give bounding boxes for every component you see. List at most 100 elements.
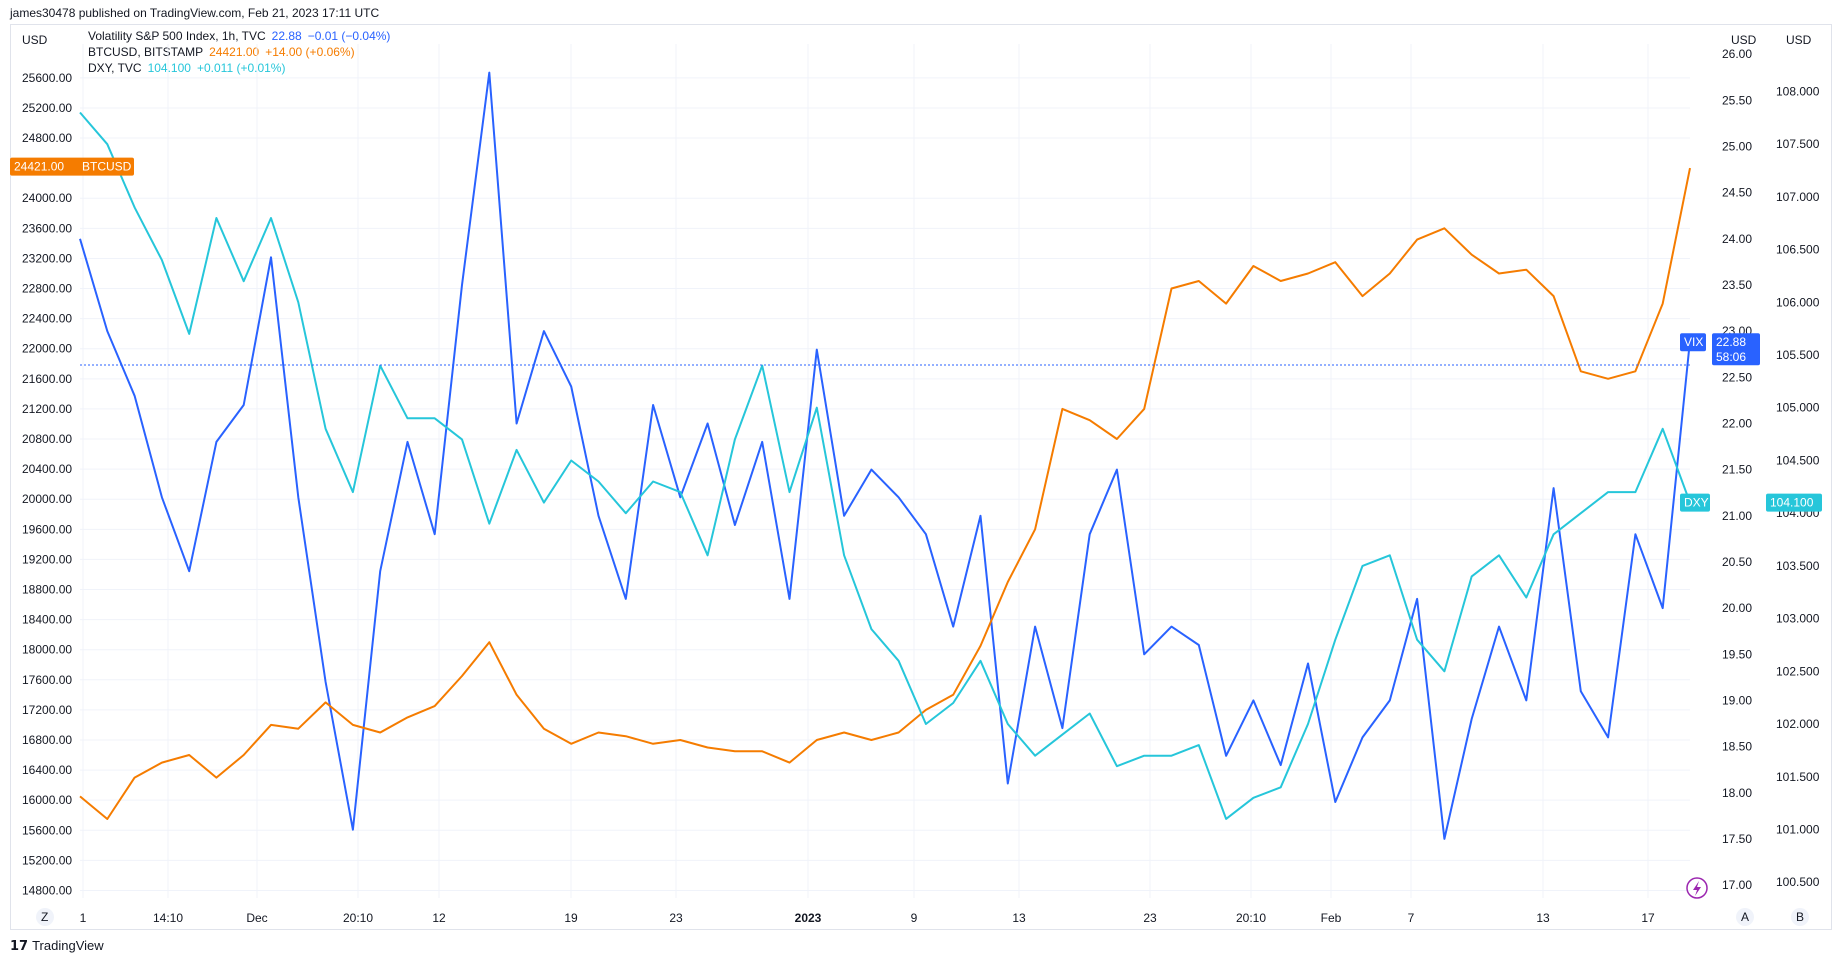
left-tick-label: 17600.00 <box>22 673 72 687</box>
left-tick-label: 18800.00 <box>22 583 72 597</box>
vix-tick-label: 25.00 <box>1722 139 1752 153</box>
left-tick-label: 19200.00 <box>22 552 72 566</box>
dxy-tag-pill[interactable] <box>1680 493 1710 512</box>
dxy-tick-label: 103.000 <box>1776 612 1820 626</box>
dxy-tick-label: 107.000 <box>1776 190 1820 204</box>
legend-btc[interactable]: BTCUSD, BITSTAMP 24421.00 +14.00 (+0.06%) <box>88 45 361 59</box>
left-price-axis: 25600.00 25200.00 24800.00 24000.00 23600.00… <box>22 71 72 898</box>
legend-vix-change: −0.01 (−0.04%) <box>307 29 391 43</box>
time-tick-label: 7 <box>1408 911 1415 925</box>
vix-tick-label: 19.50 <box>1722 647 1752 661</box>
legend-dxy-change: +0.011 (+0.01%) <box>196 61 286 75</box>
legend-dxy-name: DXY, TVC <box>88 61 142 75</box>
left-tick-label: 22400.00 <box>22 312 72 326</box>
btc-pill-value: 24421.00 <box>14 160 64 174</box>
dxy-tick-label: 101.000 <box>1776 822 1820 836</box>
vix-axis-unit: USD <box>1731 33 1757 47</box>
tradingview-logo[interactable]: 17 TradingView <box>10 938 104 954</box>
time-tick-label: 9 <box>911 911 918 925</box>
dxy-tick-label: 107.500 <box>1776 137 1820 151</box>
vix-tick-label: 20.50 <box>1722 555 1752 569</box>
dxy-tick-label: 104.500 <box>1776 453 1820 467</box>
dxy-tick-label: 103.500 <box>1776 559 1820 573</box>
time-tick-label: Dec <box>246 911 267 925</box>
dxy-axis-unit: USD <box>1786 33 1812 47</box>
dxy-tick-label: 102.000 <box>1776 717 1820 731</box>
chart-frame[interactable] <box>10 24 1832 930</box>
scale-button-label: B <box>1796 910 1804 924</box>
series-line-vix[interactable] <box>79 71 1691 840</box>
left-tick-label: 15600.00 <box>22 823 72 837</box>
left-tick-label: 21600.00 <box>22 372 72 386</box>
left-tick-label: 16000.00 <box>22 793 72 807</box>
left-tick-label: 21200.00 <box>22 402 72 416</box>
left-tick-label: 24800.00 <box>22 131 72 145</box>
vix-pill-value: 22.88 <box>1716 335 1746 349</box>
dxy-tick-label: 105.500 <box>1776 348 1820 362</box>
time-tick-label: 23 <box>669 911 683 925</box>
time-tick-label: 20:10 <box>1236 911 1266 925</box>
legend-dxy[interactable]: DXY, TVC 104.100 +0.011 (+0.01%) <box>88 61 291 75</box>
btc-price-pill[interactable] <box>10 157 134 176</box>
legend-btc-change: +14.00 (+0.06%) <box>265 45 355 59</box>
series-line-dxy[interactable] <box>79 111 1691 820</box>
dxy-tick-label: 100.500 <box>1776 875 1820 889</box>
left-tick-label: 25600.00 <box>22 71 72 85</box>
left-tick-label: 17200.00 <box>22 703 72 717</box>
left-tick-label: 22000.00 <box>22 342 72 356</box>
scale-button[interactable] <box>1791 908 1809 926</box>
left-tick-label: 25200.00 <box>22 101 72 115</box>
time-tick-label: Feb <box>1321 911 1342 925</box>
time-axis: 1 14:10 Dec 20:10 12 19 23 2023 9 13 23 20:10 Feb 7 13… <box>80 911 1655 925</box>
left-tick-label: 16400.00 <box>22 763 72 777</box>
publisher-line: james30478 published on TradingView.com,… <box>10 6 380 20</box>
vix-tick-label: 18.50 <box>1722 740 1752 754</box>
time-tick-label: 2023 <box>795 911 822 925</box>
logo-mark: 17 <box>10 939 29 954</box>
left-tick-label: 19600.00 <box>22 522 72 536</box>
time-tick-label: 12 <box>432 911 446 925</box>
time-tick-label: 14:10 <box>153 911 183 925</box>
auto-scale-label: A <box>1741 910 1749 924</box>
left-tick-label: 22800.00 <box>22 282 72 296</box>
vix-tag-pill[interactable] <box>1680 333 1706 352</box>
logo-text: TradingView <box>32 938 104 953</box>
vix-tick-label: 22.50 <box>1722 370 1752 384</box>
lightning-icon[interactable] <box>1686 877 1708 899</box>
legend-btc-name: BTCUSD, BITSTAMP <box>88 45 204 59</box>
zoom-button[interactable] <box>36 908 54 926</box>
vix-tick-label: 24.50 <box>1722 186 1752 200</box>
left-axis-unit: USD <box>22 33 48 47</box>
left-tick-label: 23600.00 <box>22 221 72 235</box>
vix-price-pill[interactable] <box>1712 333 1760 366</box>
vix-tick-label: 22.00 <box>1722 416 1752 430</box>
time-tick-label: 13 <box>1536 911 1550 925</box>
vix-tick-label: 17.50 <box>1722 832 1752 846</box>
time-tick-label: 13 <box>1012 911 1026 925</box>
dxy-pill-tag: DXY <box>1684 496 1709 510</box>
zoom-button-label: Z <box>41 910 48 924</box>
dxy-price-pill[interactable] <box>1766 493 1822 512</box>
dxy-tick-label: 106.500 <box>1776 243 1820 257</box>
left-tick-label: 23200.00 <box>22 251 72 265</box>
left-tick-label: 18400.00 <box>22 613 72 627</box>
series-line-btc[interactable] <box>79 167 1691 820</box>
vix-tick-label: 20.00 <box>1722 601 1752 615</box>
vix-pill-tag: VIX <box>1684 335 1703 349</box>
time-tick-label: 20:10 <box>343 911 373 925</box>
btc-pill-tag: BTCUSD <box>82 160 132 174</box>
left-tick-label: 20400.00 <box>22 462 72 476</box>
vix-tick-label: 23.50 <box>1722 278 1752 292</box>
vix-tick-label: 21.50 <box>1722 463 1752 477</box>
vix-pill-countdown: 58:06 <box>1716 350 1746 364</box>
time-tick-label: 19 <box>564 911 578 925</box>
legend-dxy-value: 104.100 <box>147 61 191 75</box>
auto-scale-button[interactable] <box>1736 908 1754 926</box>
dxy-tick-label: 106.000 <box>1776 295 1820 309</box>
legend-vix[interactable]: Volatility S&P 500 Index, 1h, TVC 22.88 −0… <box>88 29 396 43</box>
lightning-glyph <box>1693 881 1701 896</box>
legend-vix-value: 22.88 <box>271 29 302 43</box>
left-tick-label: 16800.00 <box>22 733 72 747</box>
